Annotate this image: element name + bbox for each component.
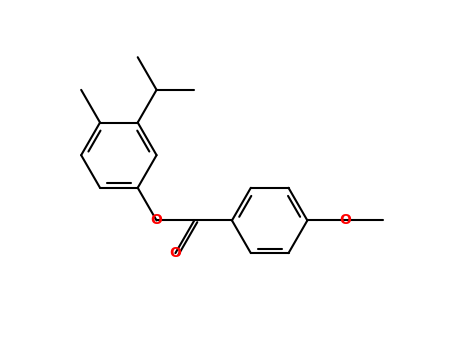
- Text: O: O: [169, 246, 182, 260]
- Text: O: O: [151, 214, 162, 228]
- Text: O: O: [339, 214, 351, 228]
